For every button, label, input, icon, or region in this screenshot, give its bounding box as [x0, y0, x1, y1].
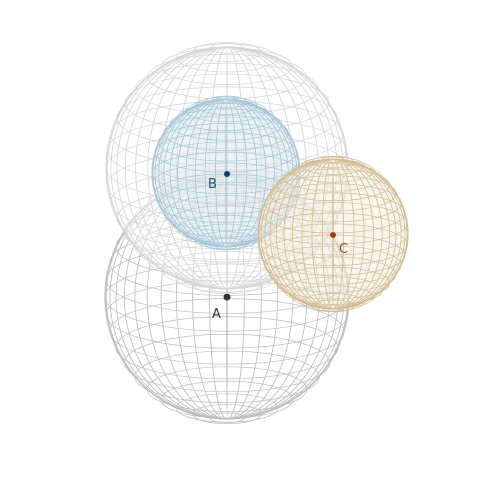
sphere-c-label: C: [339, 242, 348, 257]
sphere-b-marker: [224, 171, 230, 177]
sphere-a-marker: [223, 293, 231, 301]
sphere-c: C: [257, 155, 409, 313]
sphere-b-label: B: [208, 177, 217, 192]
sphere-c-marker: [330, 232, 336, 238]
sphere-c-meridian: [258, 158, 408, 310]
sphere-a-label: A: [212, 307, 221, 322]
